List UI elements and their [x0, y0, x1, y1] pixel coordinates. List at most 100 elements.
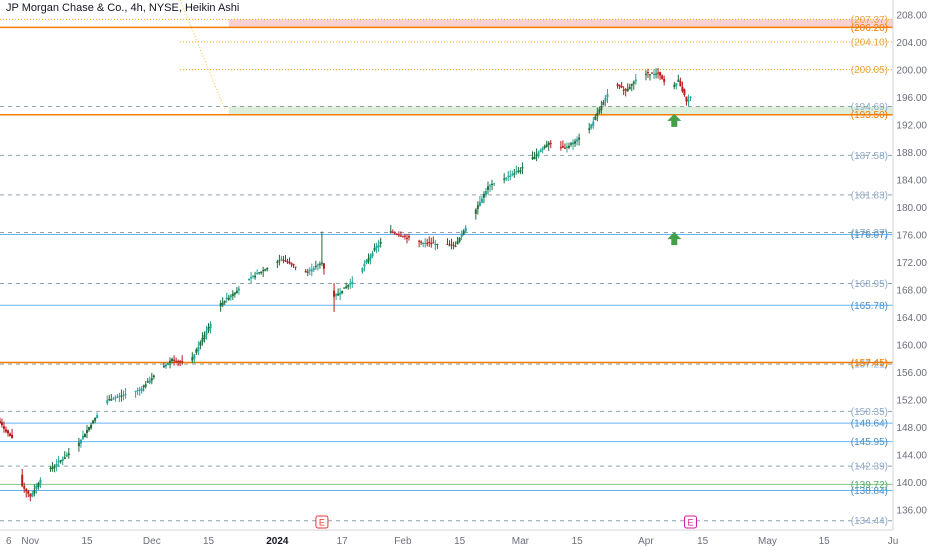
- y-axis-tick-label: 148.00: [896, 423, 927, 434]
- candle-body: [345, 286, 348, 289]
- candle-body: [167, 362, 170, 366]
- candles-layer: [0, 68, 692, 502]
- candle-body: [677, 79, 680, 82]
- candle-body: [491, 183, 494, 185]
- price-level-label: (138.84): [851, 486, 888, 497]
- candle-body: [646, 72, 649, 74]
- price-level-label: (206.20): [851, 23, 888, 34]
- candle-body: [59, 460, 62, 462]
- candle-body: [561, 146, 564, 148]
- x-axis-tick-label: Dec: [143, 536, 161, 547]
- candle-body: [231, 293, 234, 296]
- candle-body: [335, 294, 338, 296]
- candle-body: [515, 171, 518, 173]
- candle-body: [489, 185, 492, 187]
- candle-body: [375, 246, 378, 249]
- price-level-label: (200.05): [851, 65, 888, 76]
- candle-body: [322, 263, 325, 269]
- candle-body: [397, 234, 400, 236]
- candle-body: [559, 147, 562, 149]
- y-axis-tick-label: 184.00: [896, 176, 927, 187]
- price-level-label: (168.95): [851, 279, 888, 290]
- x-axis-tick-label: 6: [6, 536, 12, 547]
- earnings-badge-label: E: [319, 518, 325, 528]
- candle-body: [618, 84, 621, 87]
- candle-body: [341, 290, 344, 294]
- candle-body: [310, 269, 313, 272]
- candle-body: [373, 247, 376, 251]
- candle-body: [574, 141, 577, 144]
- candle-body: [675, 83, 678, 86]
- candle-body: [456, 241, 459, 245]
- candle-body: [290, 263, 293, 265]
- candle-body: [7, 430, 10, 434]
- candle-body: [138, 389, 141, 391]
- candle-body: [110, 399, 113, 401]
- candle-body: [2, 426, 5, 429]
- candle-body: [142, 385, 145, 388]
- x-axis-tick-label: 15: [81, 536, 93, 547]
- earnings-event-badge[interactable]: E: [315, 515, 329, 529]
- candle-body: [294, 266, 297, 268]
- candle-body: [367, 258, 370, 262]
- candle-body: [651, 72, 654, 74]
- candle-body: [630, 83, 633, 86]
- candle-body: [205, 331, 208, 335]
- zones-layer: [179, 0, 893, 115]
- candle-body: [258, 272, 261, 274]
- candle-body: [286, 261, 289, 263]
- price-level-label: (134.44): [851, 516, 888, 527]
- candle-body: [347, 284, 350, 287]
- candle-body: [144, 384, 147, 387]
- candle-body: [405, 237, 408, 239]
- candle-body: [683, 89, 686, 96]
- candle-body: [262, 270, 265, 272]
- candle-body: [673, 84, 676, 87]
- candle-body: [511, 174, 514, 176]
- candle-body: [23, 486, 26, 489]
- x-axis-tick-label: Ju: [888, 536, 899, 547]
- candle-body: [88, 427, 91, 431]
- candle-body: [576, 139, 579, 142]
- chart-title: JP Morgan Chase & Co., 4h, NYSE, Heikin …: [6, 2, 240, 14]
- candle-body: [264, 269, 267, 271]
- candle-body: [622, 89, 625, 91]
- candle-body: [77, 442, 80, 447]
- candle-body: [96, 415, 99, 419]
- candle-body: [365, 260, 368, 264]
- candle-body: [592, 121, 595, 126]
- levels-layer: (207.37)(206.20) (204.10) (200.05) (194.69)…: [0, 15, 893, 527]
- earnings-event-badge[interactable]: E: [683, 515, 697, 529]
- candle-body: [590, 124, 593, 129]
- candle-body: [227, 297, 230, 300]
- candle-body: [63, 457, 66, 460]
- x-axis-tick-label: 15: [572, 536, 584, 547]
- candle-body: [337, 293, 340, 296]
- candle-body: [369, 255, 372, 259]
- candle-body: [250, 277, 253, 279]
- candle-body: [248, 279, 251, 281]
- price-level-label: (150.35): [851, 407, 888, 418]
- candle-body: [53, 465, 56, 468]
- candle-body: [533, 156, 536, 160]
- candle-body: [106, 400, 109, 404]
- candle-body: [545, 144, 548, 147]
- candle-body: [393, 232, 396, 234]
- candle-body: [312, 268, 315, 270]
- candle-body: [140, 388, 143, 391]
- y-axis[interactable]: 208.00 204.00 200.00 196.00 192.00 188.00 184.…: [892, 0, 927, 530]
- x-axis-tick-label: Mar: [512, 536, 530, 547]
- candle-body: [197, 346, 200, 352]
- candle-body: [209, 323, 212, 328]
- candle-body: [81, 435, 84, 439]
- candle-body: [517, 170, 520, 173]
- candle-body: [92, 420, 95, 424]
- earnings-badge-label: E: [687, 518, 693, 528]
- x-axis[interactable]: 6 Nov 15 Dec 15 2024 17 Feb 15 Mar 15 Apr 15 May 15 Ju: [0, 529, 899, 547]
- candle-body: [644, 73, 647, 75]
- candle-body: [37, 483, 40, 487]
- candle-body: [572, 142, 575, 145]
- candle-body: [134, 391, 137, 393]
- candle-body: [0, 422, 3, 426]
